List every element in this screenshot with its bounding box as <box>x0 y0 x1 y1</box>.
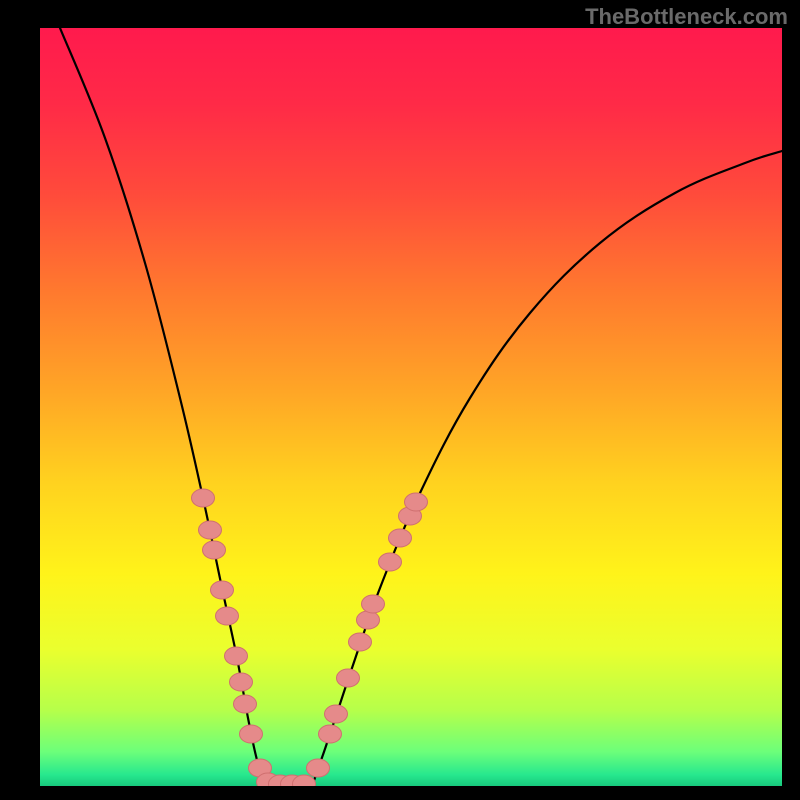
data-marker <box>319 725 342 743</box>
data-marker <box>199 521 222 539</box>
data-marker <box>216 607 239 625</box>
data-marker <box>362 595 385 613</box>
data-marker <box>337 669 360 687</box>
plot-area <box>40 28 782 786</box>
data-marker <box>357 611 380 629</box>
v-curve-path <box>60 28 782 786</box>
data-marker <box>405 493 428 511</box>
data-marker <box>325 705 348 723</box>
data-marker <box>225 647 248 665</box>
data-marker <box>349 633 372 651</box>
data-marker <box>307 759 330 777</box>
watermark-text: TheBottleneck.com <box>585 4 788 30</box>
data-marker <box>203 541 226 559</box>
chart-container: TheBottleneck.com <box>0 0 800 800</box>
data-marker <box>192 489 215 507</box>
marker-group <box>192 489 428 786</box>
data-marker <box>389 529 412 547</box>
data-marker <box>230 673 253 691</box>
data-marker <box>211 581 234 599</box>
curve-layer <box>40 28 782 786</box>
data-marker <box>234 695 257 713</box>
data-marker <box>240 725 263 743</box>
data-marker <box>379 553 402 571</box>
